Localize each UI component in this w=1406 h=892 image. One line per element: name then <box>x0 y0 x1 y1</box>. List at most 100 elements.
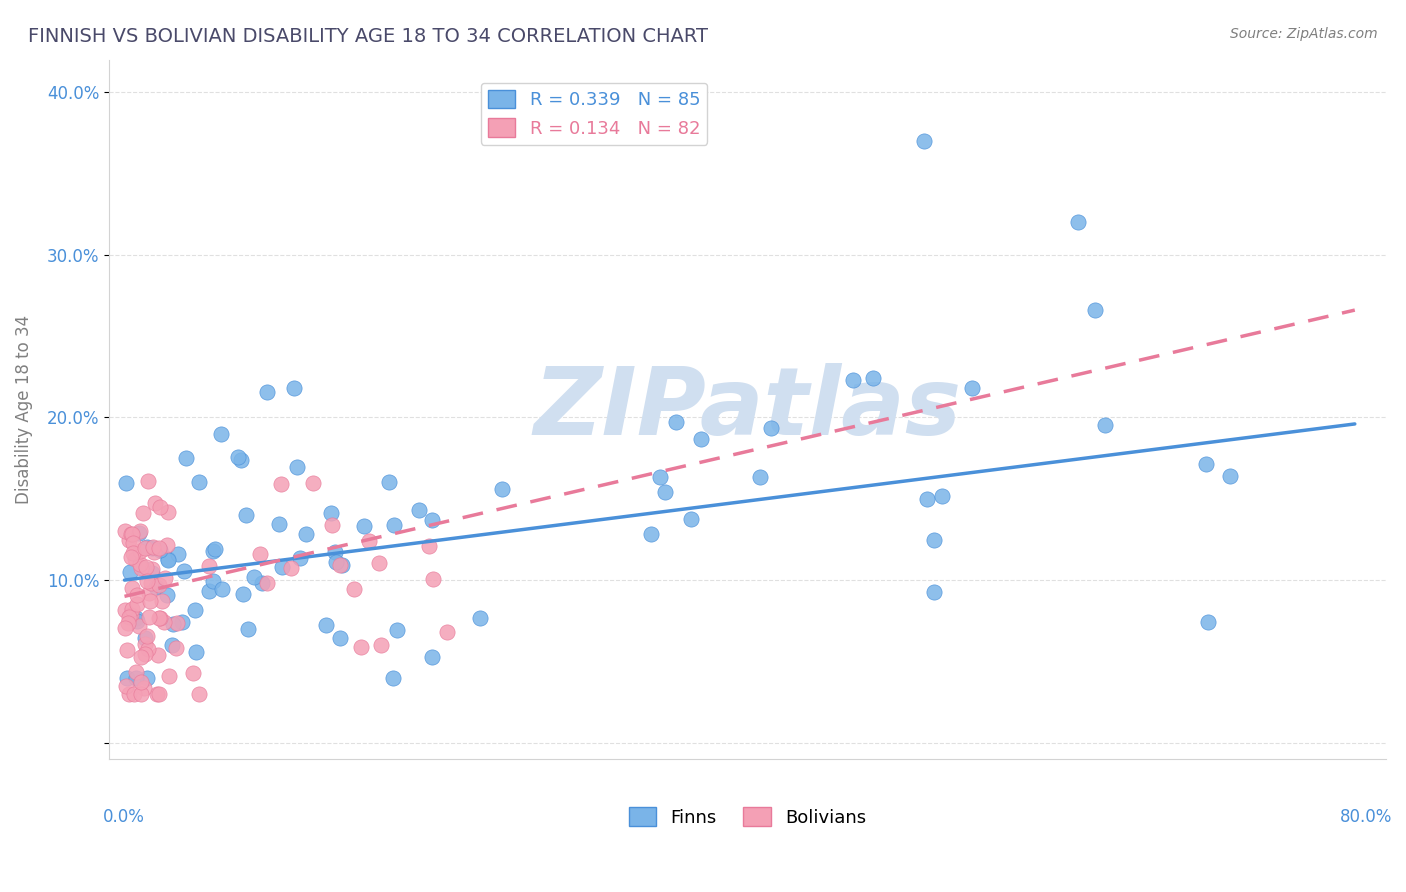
Bolivians <box>166 615 188 630</box>
Bolivians <box>138 610 160 624</box>
Finns <box>170 615 193 629</box>
Finns <box>267 516 290 531</box>
Finns <box>468 610 491 624</box>
Bolivians <box>136 642 159 657</box>
Finns <box>201 574 224 588</box>
Bolivians <box>134 637 156 651</box>
Finns <box>912 134 935 148</box>
Bolivians <box>422 572 444 586</box>
Finns <box>290 551 312 566</box>
Finns <box>135 541 157 555</box>
Bolivians <box>120 526 142 541</box>
Finns <box>149 543 172 558</box>
Finns <box>186 645 208 659</box>
Bolivians <box>122 546 145 560</box>
Bolivians <box>270 477 292 491</box>
Bolivians <box>129 524 152 539</box>
Bolivians <box>157 505 180 519</box>
Bolivians <box>114 524 136 538</box>
Finns <box>679 512 702 526</box>
Finns <box>1084 302 1107 317</box>
Finns <box>162 617 184 632</box>
Finns <box>960 381 983 395</box>
Bolivians <box>134 647 156 661</box>
Finns <box>1067 215 1090 229</box>
Bolivians <box>117 642 139 657</box>
Finns <box>385 623 408 637</box>
Bolivians <box>120 550 142 565</box>
Bolivians <box>122 687 145 701</box>
Bolivians <box>129 687 152 701</box>
Finns <box>231 453 253 467</box>
Finns <box>128 525 150 540</box>
Bolivians <box>256 575 278 590</box>
Bolivians <box>132 506 155 520</box>
Bolivians <box>249 548 271 562</box>
Bolivians <box>321 518 343 533</box>
Bolivians <box>141 562 163 576</box>
Bolivians <box>152 615 174 629</box>
Finns <box>232 586 254 600</box>
Finns <box>125 611 148 625</box>
Bolivians <box>118 687 141 701</box>
Finns <box>420 649 443 664</box>
Bolivians <box>117 615 139 630</box>
Bolivians <box>120 607 142 622</box>
Finns <box>209 427 232 442</box>
Bolivians <box>117 610 139 624</box>
Bolivians <box>114 621 136 635</box>
Bolivians <box>198 559 221 574</box>
Bolivians <box>139 575 162 590</box>
Text: 80.0%: 80.0% <box>1340 808 1392 826</box>
Bolivians <box>127 588 149 602</box>
Finns <box>1219 468 1241 483</box>
Finns <box>120 565 142 579</box>
Finns <box>134 632 156 646</box>
Bolivians <box>131 560 153 574</box>
Finns <box>748 470 770 484</box>
Bolivians <box>128 543 150 558</box>
Bolivians <box>156 538 179 552</box>
Finns <box>174 450 197 465</box>
Finns <box>115 671 138 685</box>
Finns <box>188 475 211 489</box>
Text: Source: ZipAtlas.com: Source: ZipAtlas.com <box>1230 27 1378 41</box>
Finns <box>353 519 375 533</box>
Bolivians <box>153 571 176 585</box>
Bolivians <box>135 574 157 588</box>
Finns <box>145 580 167 594</box>
Bolivians <box>132 681 155 695</box>
Finns <box>141 566 163 580</box>
Bolivians <box>188 687 211 701</box>
Bolivians <box>129 650 152 665</box>
Finns <box>862 371 884 385</box>
Finns <box>202 543 225 558</box>
Bolivians <box>121 602 143 616</box>
Bolivians <box>329 558 352 573</box>
Y-axis label: Disability Age 18 to 34: Disability Age 18 to 34 <box>15 315 32 504</box>
Finns <box>922 584 945 599</box>
Finns <box>690 432 713 446</box>
Bolivians <box>183 666 205 681</box>
Finns <box>243 570 266 584</box>
Finns <box>283 381 305 395</box>
Finns <box>319 506 342 520</box>
Finns <box>650 470 672 484</box>
Finns <box>915 491 938 506</box>
Finns <box>173 564 195 578</box>
Bolivians <box>148 648 170 662</box>
Finns <box>204 542 226 557</box>
Bolivians <box>350 640 373 655</box>
Finns <box>166 547 188 561</box>
Finns <box>654 485 676 500</box>
Bolivians <box>114 603 136 617</box>
Bolivians <box>118 533 141 547</box>
Finns <box>235 508 257 522</box>
Finns <box>761 420 783 434</box>
Bolivians <box>302 475 325 490</box>
Bolivians <box>343 582 366 596</box>
Finns <box>329 631 352 645</box>
Finns <box>1197 615 1219 629</box>
Finns <box>125 671 148 685</box>
Finns <box>156 553 179 567</box>
